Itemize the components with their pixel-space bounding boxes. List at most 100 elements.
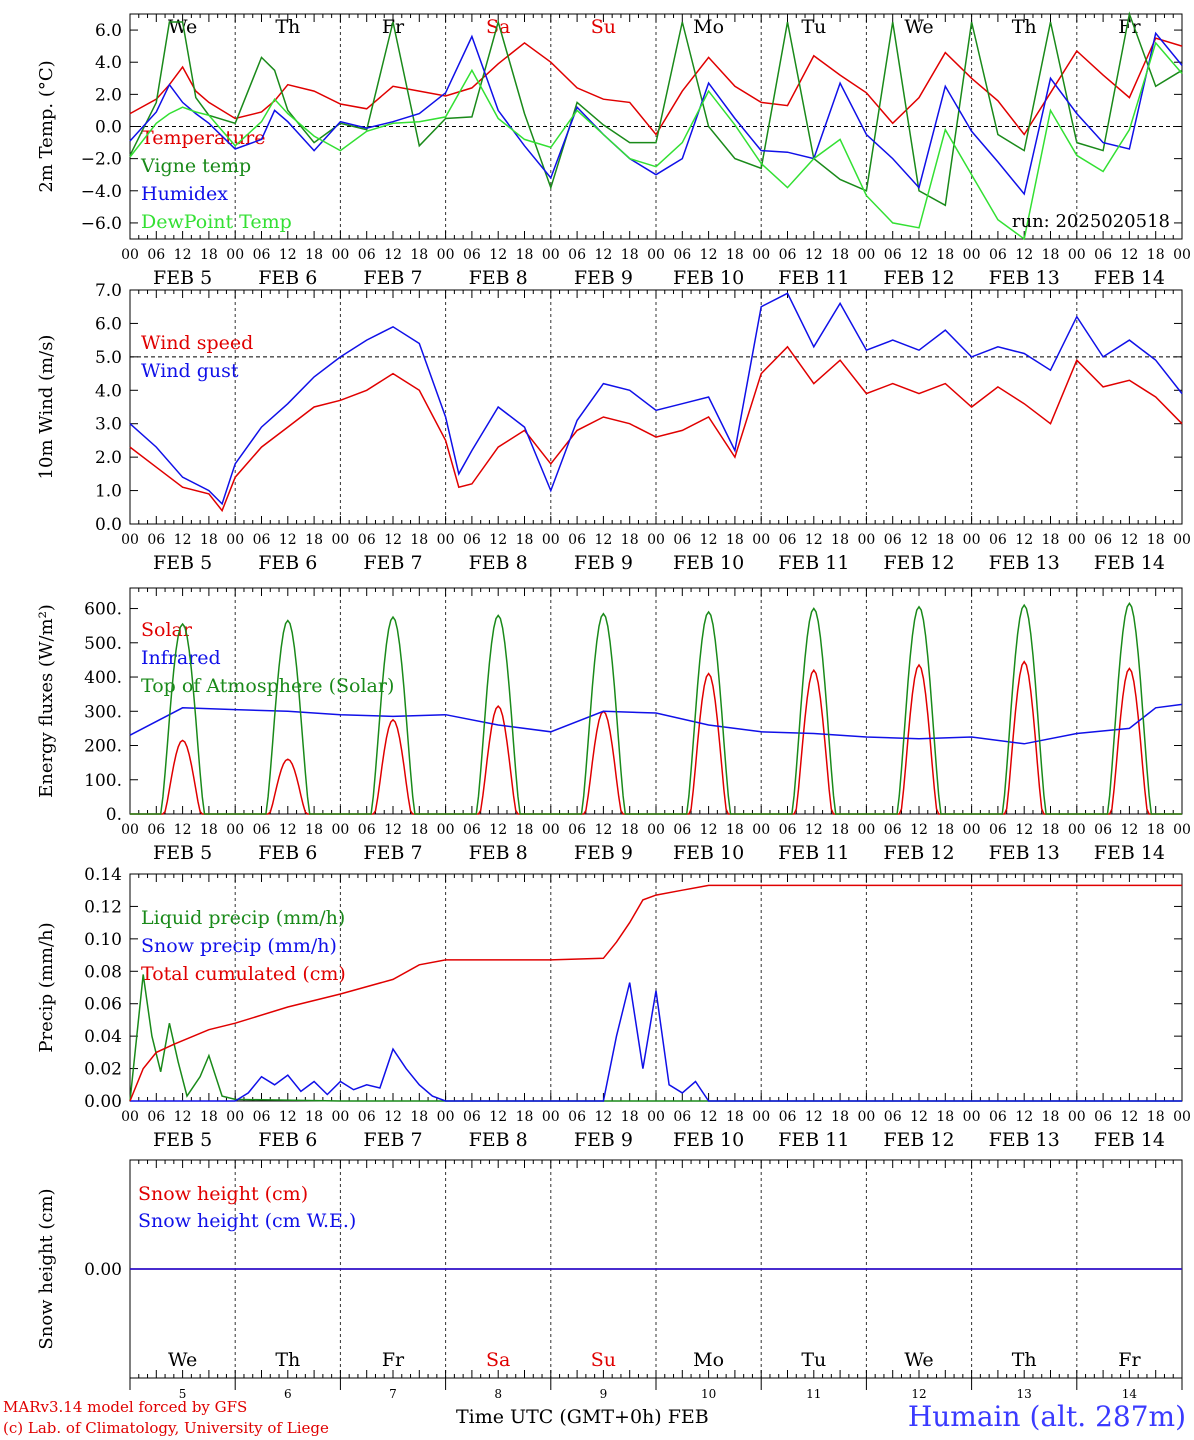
x-hour-label: 06: [358, 822, 376, 838]
day-number-label: 5: [179, 1387, 187, 1401]
x-hour-label: 06: [884, 247, 902, 263]
x-hour-label: 00: [437, 247, 455, 263]
x-date-label: FEB 6: [258, 842, 317, 864]
x-hour-label: 06: [673, 1109, 691, 1125]
x-hour-label: 18: [621, 247, 639, 263]
y-tick-label: 0.0: [95, 515, 122, 535]
y-tick-label: 0.: [106, 805, 122, 825]
y-tick-label: 6.0: [95, 21, 122, 41]
x-hour-label: 12: [1015, 1109, 1033, 1125]
x-date-label: FEB 9: [574, 842, 633, 864]
x-hour-label: 06: [463, 247, 481, 263]
day-number-label: 7: [389, 1387, 397, 1401]
x-hour-label: 12: [384, 532, 402, 548]
x-hour-label: 18: [621, 822, 639, 838]
x-date-label: FEB 12: [883, 842, 954, 864]
x-hour-label: 12: [1015, 822, 1033, 838]
x-hour-label: 06: [463, 532, 481, 548]
x-hour-label: 18: [200, 247, 218, 263]
x-hour-label: 00: [542, 822, 560, 838]
x-hour-label: 00: [857, 822, 875, 838]
x-hour-label: 06: [1094, 247, 1112, 263]
y-tick-label: 0.06: [84, 995, 122, 1015]
y-tick-label: 3.0: [95, 415, 122, 435]
series-line: [130, 602, 1182, 815]
x-hour-label: 12: [1120, 822, 1138, 838]
x-hour-label: 12: [489, 822, 507, 838]
x-date-label: FEB 13: [989, 842, 1060, 864]
y-axis-label: Energy fluxes (W/m²): [36, 604, 57, 798]
x-hour-label: 00: [437, 532, 455, 548]
x-date-label: FEB 5: [153, 842, 212, 864]
x-hour-label: 12: [594, 822, 612, 838]
y-tick-label: 1.0: [95, 482, 122, 502]
x-hour-label: 18: [305, 822, 323, 838]
x-hour-label: 18: [831, 247, 849, 263]
x-hour-label: 00: [857, 247, 875, 263]
x-hour-label: 00: [1068, 247, 1086, 263]
x-date-label: FEB 5: [153, 1129, 212, 1151]
y-tick-label: −4.0: [81, 182, 122, 202]
series-line: [129, 703, 1183, 745]
x-hour-label: 18: [305, 1109, 323, 1125]
x-hour-label: 06: [989, 1109, 1007, 1125]
day-name-label: Tu: [801, 1349, 826, 1371]
x-date-label: FEB 7: [363, 842, 422, 864]
x-hour-label: 00: [331, 1109, 349, 1125]
x-date-label: FEB 12: [883, 1129, 954, 1151]
x-hour-label: 18: [1147, 532, 1165, 548]
legend-entry: Temperature: [141, 127, 265, 149]
x-hour-label: 12: [910, 532, 928, 548]
x-date-label: FEB 10: [673, 552, 744, 574]
x-date-label: FEB 13: [989, 1129, 1060, 1151]
x-date-label: FEB 14: [1094, 1129, 1165, 1151]
x-hour-label: 18: [936, 247, 954, 263]
x-hour-label: 00: [226, 532, 244, 548]
x-date-label: FEB 13: [989, 267, 1060, 289]
x-hour-label: 06: [884, 822, 902, 838]
x-hour-label: 12: [1015, 247, 1033, 263]
y-tick-label: 4.0: [95, 381, 122, 401]
day-name-label: Tu: [801, 16, 826, 38]
day-name-label: We: [168, 1349, 197, 1371]
x-hour-label: 06: [989, 822, 1007, 838]
x-hour-label: 00: [1173, 532, 1191, 548]
x-hour-label: 00: [542, 532, 560, 548]
x-date-label: FEB 14: [1094, 267, 1165, 289]
y-tick-label: 2.0: [95, 85, 122, 105]
day-name-label: Su: [591, 16, 616, 38]
y-tick-label: 2.0: [95, 448, 122, 468]
x-hour-label: 18: [516, 1109, 534, 1125]
x-date-label: FEB 5: [153, 267, 212, 289]
x-date-label: FEB 7: [363, 552, 422, 574]
x-hour-label: 00: [121, 822, 139, 838]
x-hour-label: 06: [568, 822, 586, 838]
y-tick-label: 500.: [84, 634, 122, 654]
x-date-label: FEB 9: [574, 552, 633, 574]
x-hour-label: 06: [147, 822, 165, 838]
x-date-label: FEB 14: [1094, 842, 1165, 864]
x-hour-label: 18: [516, 822, 534, 838]
x-hour-label: 12: [1120, 532, 1138, 548]
x-hour-label: 00: [121, 532, 139, 548]
series-line: [130, 982, 1182, 1102]
x-hour-label: 12: [700, 822, 718, 838]
x-hour-label: 06: [779, 1109, 797, 1125]
x-hour-label: 06: [253, 247, 271, 263]
y-axis-label: Precip (mm/h): [36, 922, 57, 1052]
series-line: [129, 41, 1183, 241]
y-tick-label: 0.10: [84, 930, 122, 950]
y-tick-label: 7.0: [95, 281, 122, 301]
day-name-label: Sa: [486, 16, 510, 38]
legend-entry: Wind speed: [141, 332, 253, 354]
x-hour-label: 06: [463, 822, 481, 838]
x-hour-label: 06: [253, 532, 271, 548]
day-name-label: Su: [591, 1349, 616, 1371]
series-line: [129, 292, 1183, 506]
x-hour-label: 00: [226, 247, 244, 263]
day-name-label: Fr: [1118, 1349, 1141, 1371]
x-hour-label: 00: [1068, 532, 1086, 548]
x-date-label: FEB 11: [778, 842, 849, 864]
legend-entry: Snow height (cm W.E.): [138, 1210, 356, 1232]
